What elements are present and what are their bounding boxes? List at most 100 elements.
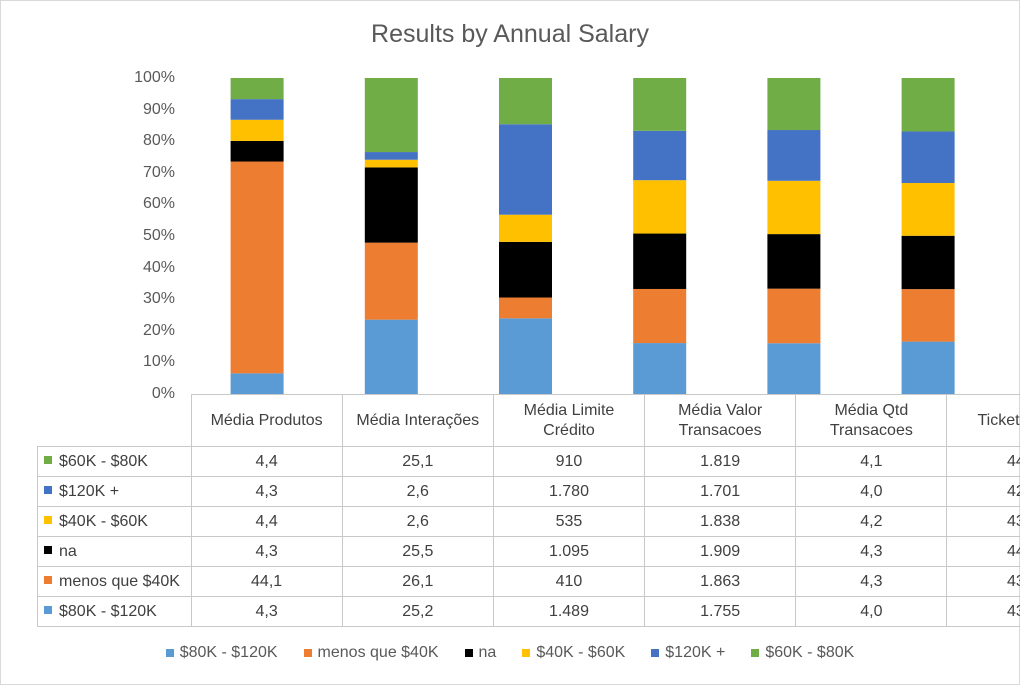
table-cell: 1.863 [645,567,796,597]
bar-segment-80k-120k-media-qtd-transacoes [767,343,820,394]
table-cell: 26,1 [342,567,493,597]
table-cell: 43,7 [947,507,1020,537]
bar-segment-60k-80k-media-interacoes [365,78,418,152]
legend-item-40k-60k: $40K - $60K [522,643,625,663]
bar-segment-60k-80k-media-qtd-transacoes [767,78,820,130]
table-cell: 25,5 [342,537,493,567]
legend-marker [44,576,52,584]
table-cell: 2,6 [342,477,493,507]
series-label: na [59,543,77,560]
table-cell: 910 [493,447,644,477]
column-header-ticket-medio: Ticket Médio [947,395,1020,447]
table-cell: 44,2 [947,537,1020,567]
table-cell: 25,2 [342,597,493,627]
legend-label: $120K + [665,643,725,663]
bar-segment-menos-que-40k-media-limite-credito [499,298,552,319]
y-tick-label: 50% [115,227,175,245]
bar-segment-menos-que-40k-ticket-medio [902,289,955,342]
bar-segment-80k-120k-media-limite-credito [499,318,552,394]
table-cell: 1.095 [493,537,644,567]
table-cell: 4,0 [796,597,947,627]
bar-segment-40k-60k-media-qtd-transacoes [767,181,820,234]
table-cell: 1.755 [645,597,796,627]
table-cell: 2,6 [342,507,493,537]
legend-item-menos-que-40k: menos que $40K [304,643,439,663]
y-tick-label: 0% [115,385,175,403]
column-header-media-produtos: Média Produtos [191,395,342,447]
column-header-media-qtd-transacoes: Média Qtd Transacoes [796,395,947,447]
bar-segment-menos-que-40k-media-produtos [231,162,284,374]
table-cell: 1.489 [493,597,644,627]
bar-segment-menos-que-40k-media-valor-transacoes [633,289,686,343]
table-cell: 535 [493,507,644,537]
chart-legend: $80K - $120K menos que $40K na $40K - $60K $… [0,643,1020,663]
legend-item-na: na [465,643,497,663]
column-header-media-limite-credito: Média Limite Crédito [493,395,644,447]
bar-segment-menos-que-40k-media-qtd-transacoes [767,289,820,344]
table-cell: 1.780 [493,477,644,507]
legend-key-cell: $80K - $120K [38,597,192,627]
table-cell: 43,4 [947,597,1020,627]
bar-segment-na-media-limite-credito [499,242,552,298]
bar-segment-60k-80k-media-produtos [231,78,284,99]
table-cell: 1.909 [645,537,796,567]
legend-label: na [479,643,497,663]
table-cell: 25,1 [342,447,493,477]
legend-marker [44,456,52,464]
table-cell: 43,5 [947,567,1020,597]
y-tick-label: 70% [115,164,175,182]
legend-item-60k-80k: $60K - $80K [751,643,854,663]
series-label: menos que $40K [59,573,180,590]
bar-segment-40k-60k-ticket-medio [902,183,955,236]
bar-segment-80k-120k-media-interacoes [365,320,418,394]
series-label: $80K - $120K [59,603,157,620]
table-cell: 1.819 [645,447,796,477]
legend-marker [522,649,530,657]
table-cell: 4,3 [191,597,342,627]
bar-segment-na-media-interacoes [365,167,418,242]
bar-segment-60k-80k-media-limite-credito [499,78,552,124]
legend-label: $80K - $120K [180,643,278,663]
legend-marker [44,486,52,494]
legend-marker [166,649,174,657]
bar-segment-na-ticket-medio [902,236,955,289]
bar-segment-40k-60k-media-limite-credito [499,215,552,242]
bar-segment-na-media-qtd-transacoes [767,234,820,289]
y-tick-label: 10% [115,353,175,371]
legend-marker [751,649,759,657]
legend-key-cell: $60K - $80K [38,447,192,477]
legend-marker [44,516,52,524]
legend-label: $60K - $80K [765,643,854,663]
table-cell: 4,3 [191,477,342,507]
y-tick-label: 60% [115,195,175,213]
table-cell: 4,0 [796,477,947,507]
legend-marker [651,649,659,657]
legend-key-cell: $40K - $60K [38,507,192,537]
legend-marker [304,649,312,657]
y-tick-label: 30% [115,290,175,308]
legend-marker [44,546,52,554]
legend-marker [465,649,473,657]
bar-segment-80k-120k-ticket-medio [902,342,955,394]
table-row-80k-120k: $80K - $120K 4,325,21.4891.7554,043,4 [38,597,1020,627]
table-cell: 44,3 [947,447,1020,477]
bar-segment-120k-ticket-medio [902,131,955,183]
bar-segment-120k-media-produtos [231,99,284,120]
column-header-media-interacoes: Média Interações [342,395,493,447]
column-header-media-valor-transacoes: Média Valor Transacoes [645,395,796,447]
table-cell: 4,3 [796,567,947,597]
y-tick-label: 20% [115,322,175,340]
bar-segment-120k-media-valor-transacoes [633,131,686,180]
table-cell: 4,3 [191,537,342,567]
legend-key-cell: $120K + [38,477,192,507]
bar-segment-120k-media-interacoes [365,152,418,160]
table-cell: 4,2 [796,507,947,537]
bar-segment-na-media-valor-transacoes [633,234,686,289]
y-tick-label: 100% [115,69,175,87]
legend-key-cell: na [38,537,192,567]
